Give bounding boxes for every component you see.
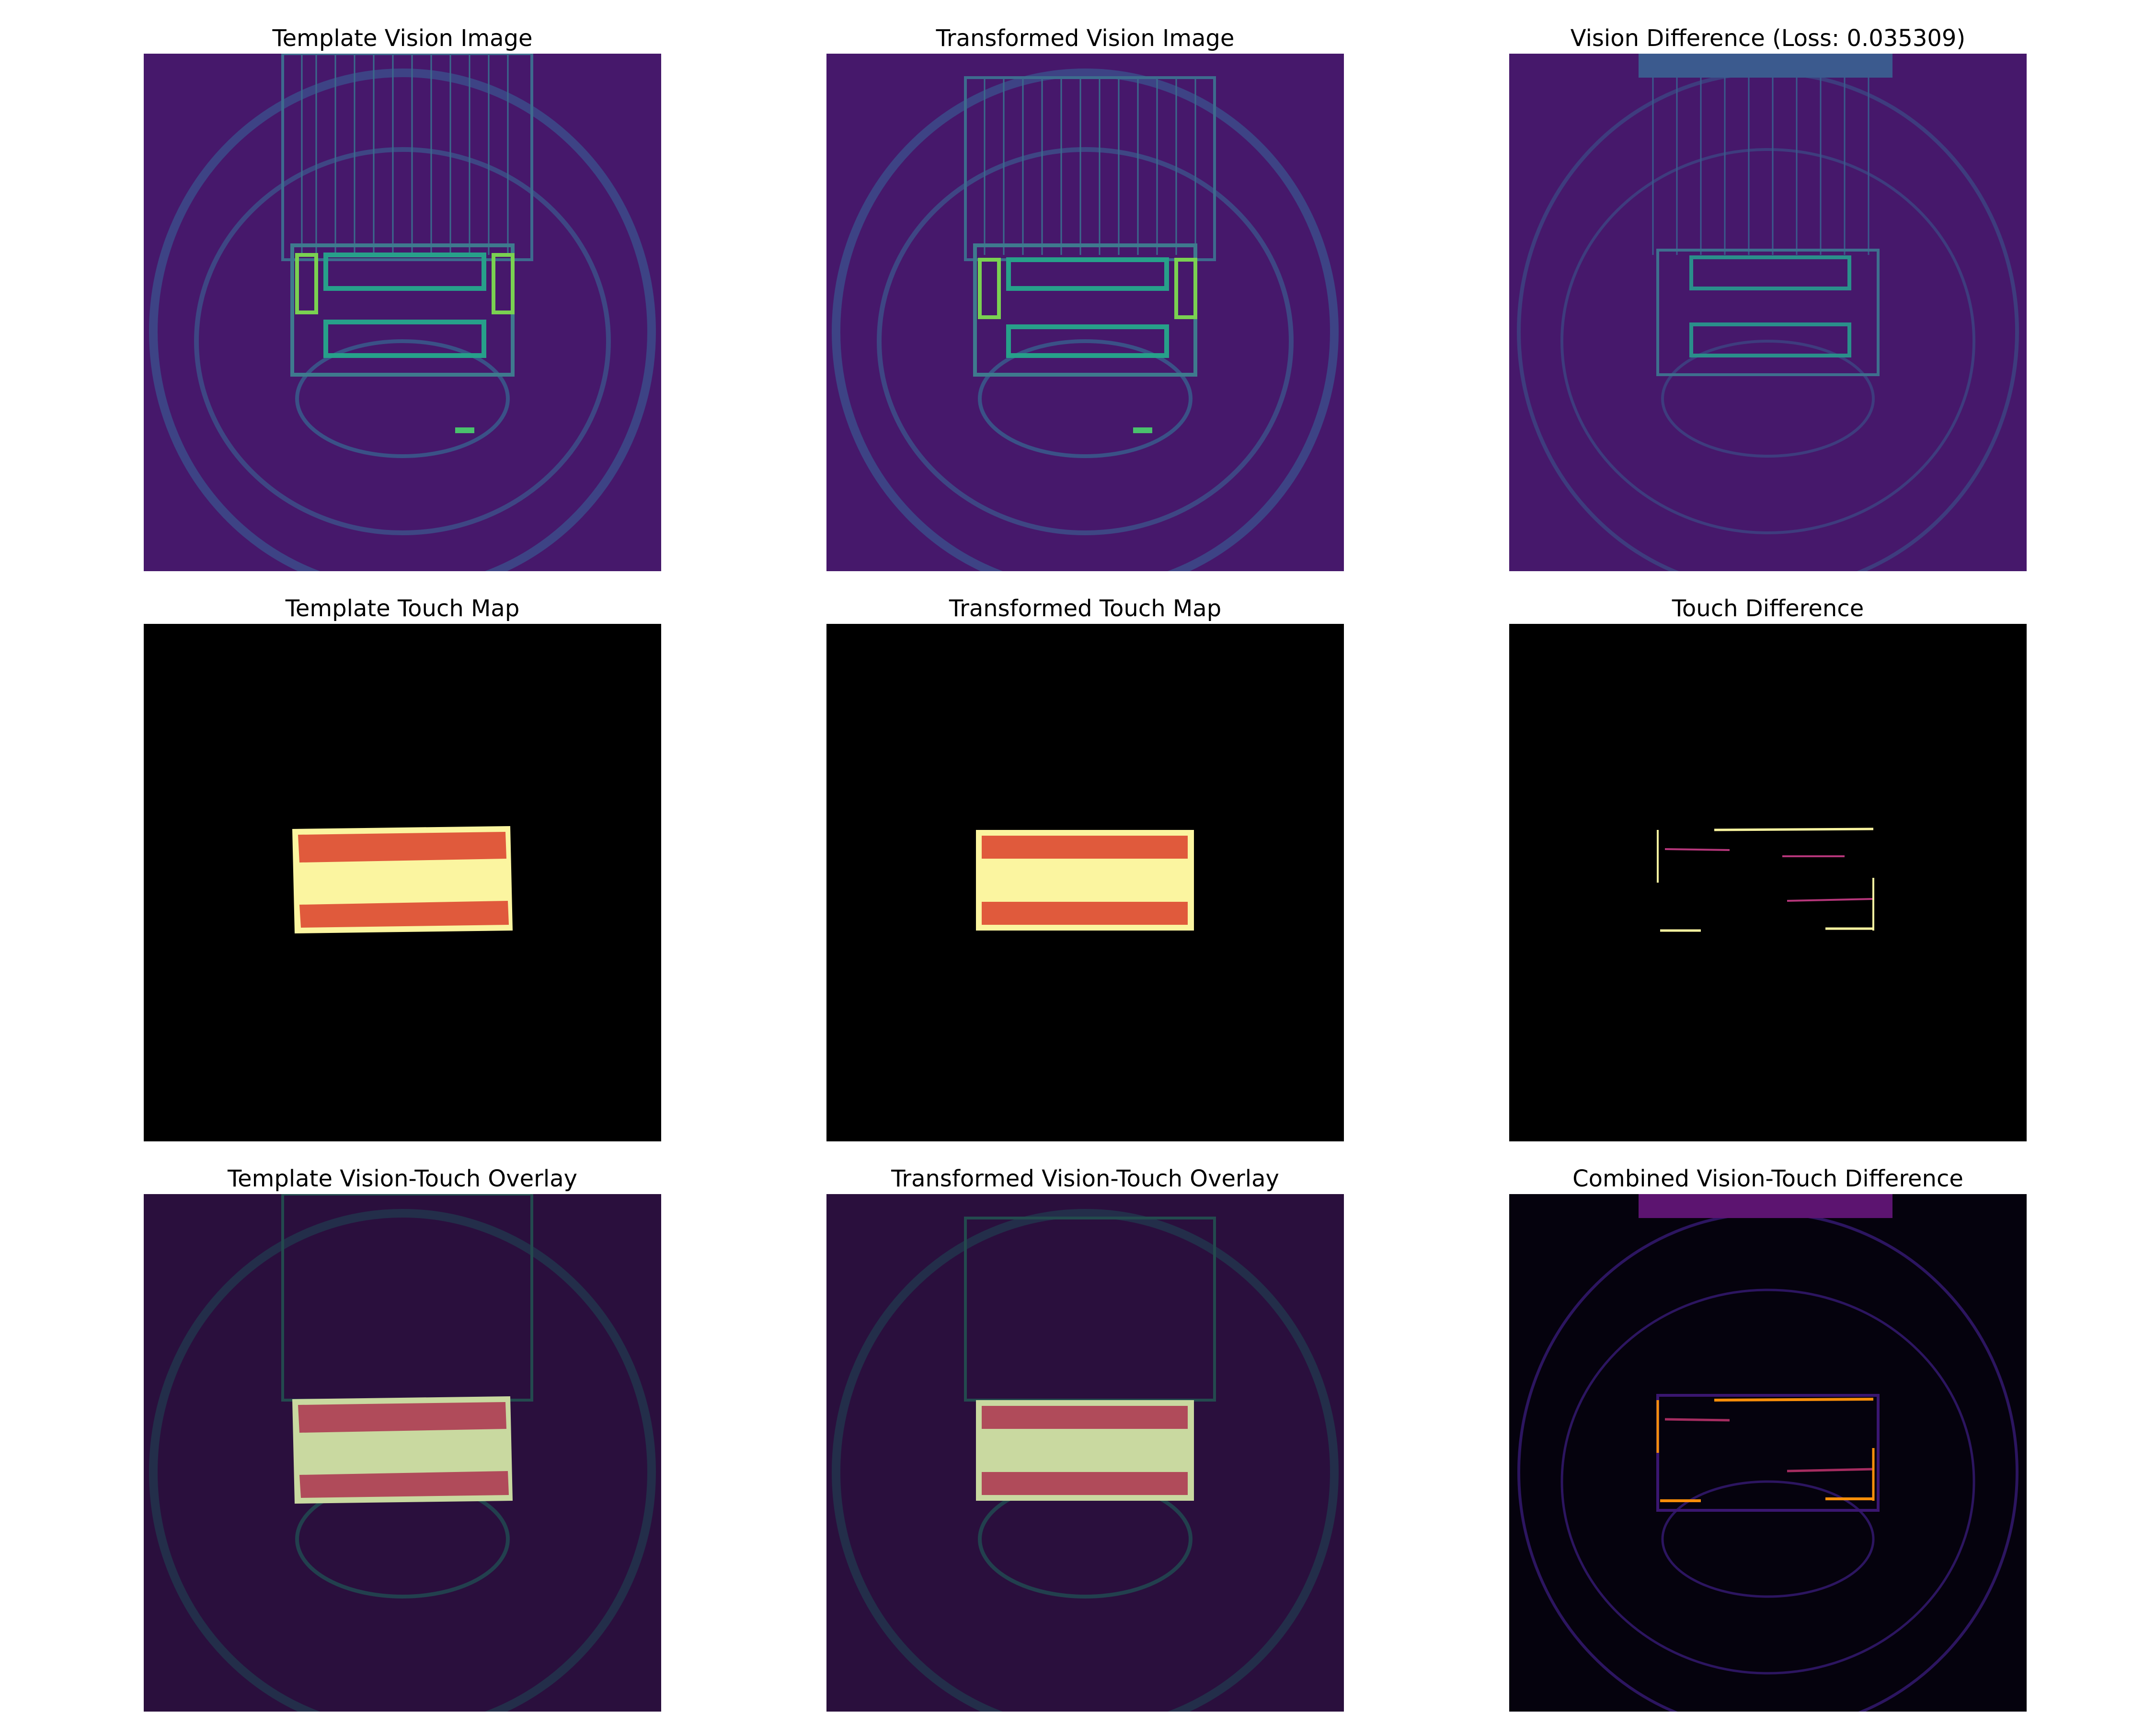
panel-title: Template Touch Map: [285, 595, 520, 622]
panel-title: Touch Difference: [1672, 595, 1864, 622]
panel-title: Combined Vision-Touch Difference: [1572, 1165, 1963, 1192]
combined-difference-image: [1509, 1194, 2027, 1712]
transformed-touch-map: [826, 624, 1344, 1141]
panel-title: Vision Difference (Loss: 0.035309): [1570, 25, 1966, 52]
panel-title: Transformed Vision-Touch Overlay: [891, 1165, 1279, 1192]
panel-title: Transformed Touch Map: [949, 595, 1222, 622]
touch-difference-image: [1509, 624, 2027, 1141]
template-overlay-image: [144, 1194, 661, 1712]
template-touch-map: [144, 624, 661, 1141]
panel-title: Template Vision-Touch Overlay: [227, 1165, 578, 1192]
transformed-vision-image: [826, 54, 1344, 571]
template-vision-image: [144, 54, 661, 571]
panel-title: Transformed Vision Image: [936, 25, 1235, 52]
vision-difference-image: [1509, 54, 2027, 571]
panel-title: Template Vision Image: [272, 25, 533, 52]
transformed-overlay-image: [826, 1194, 1344, 1712]
